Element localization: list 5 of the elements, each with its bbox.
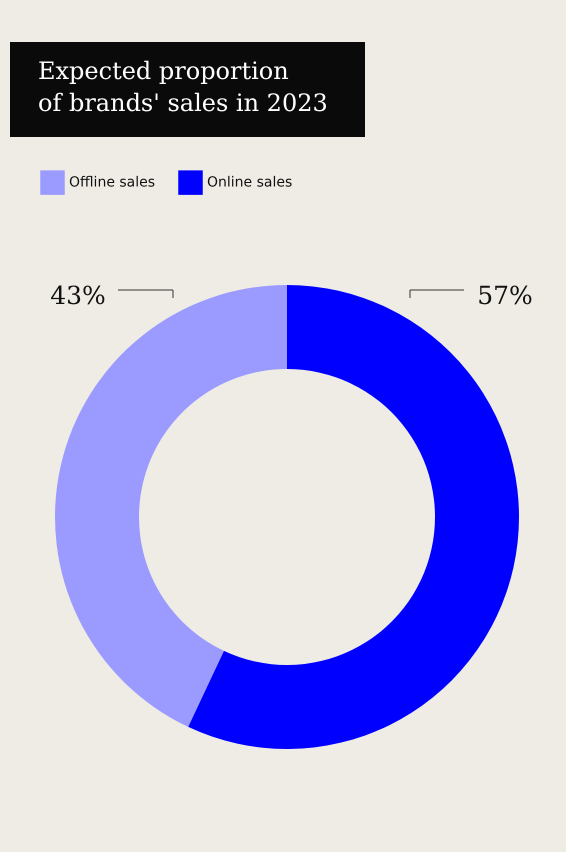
legend-label: Online sales xyxy=(207,174,292,191)
data-label: 57% xyxy=(477,281,533,310)
data-label: 43% xyxy=(50,281,106,310)
chart-title: Expected proportion of brands' sales in 2023 xyxy=(38,57,328,117)
legend-label: Offline sales xyxy=(69,174,156,191)
